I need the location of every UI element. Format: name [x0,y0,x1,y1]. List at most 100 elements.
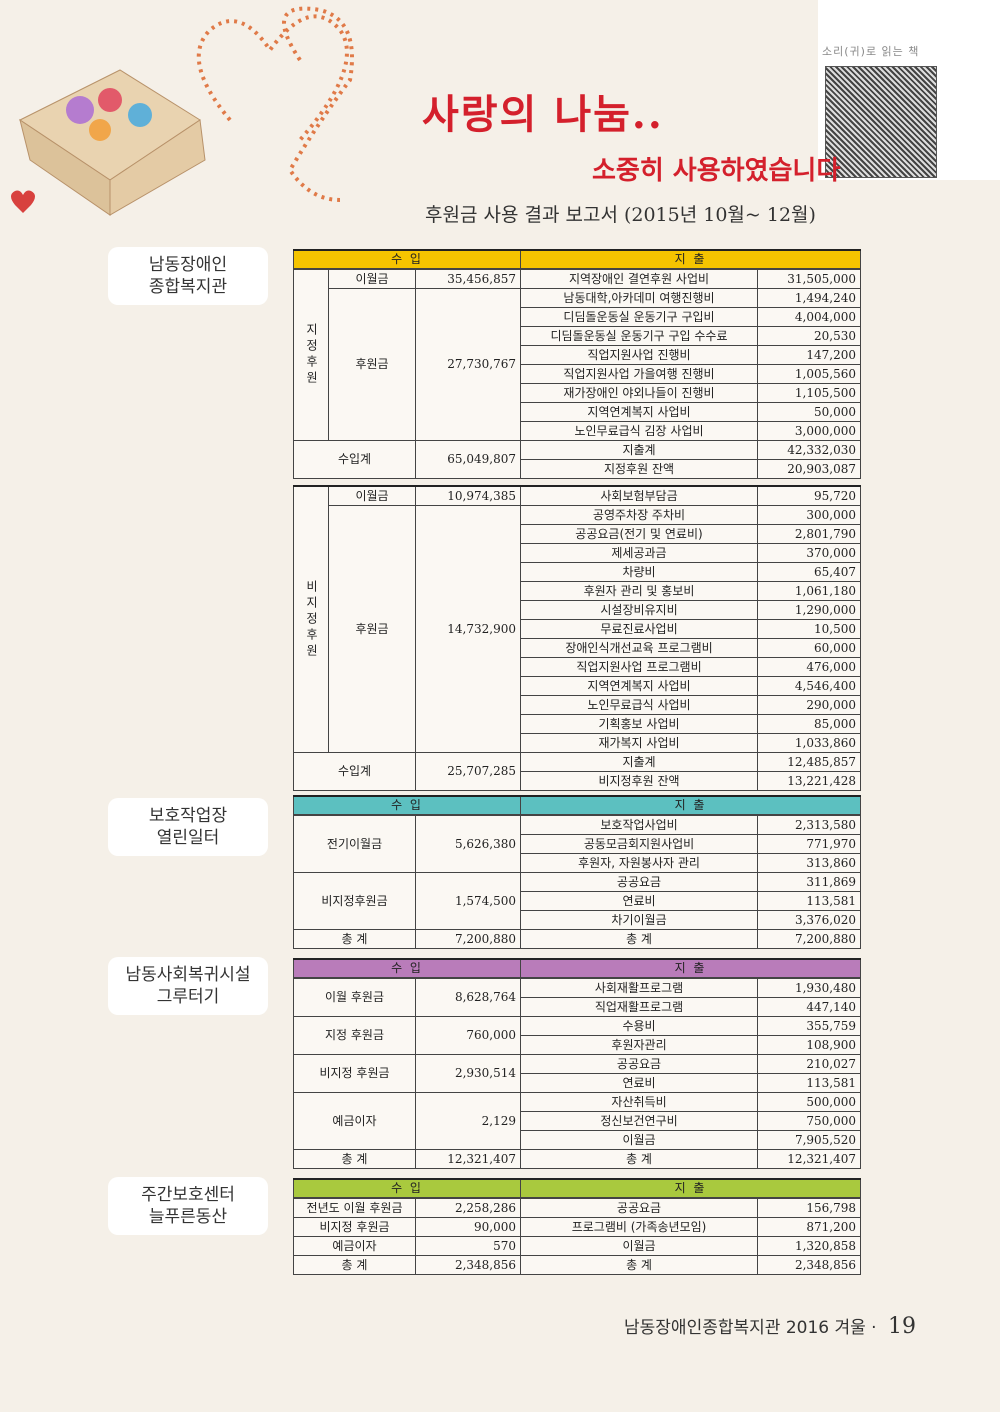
total-row: 총 계 12,321,407 총 계 12,321,407 [292,1149,862,1169]
row: 제세공과금 370,000 [294,543,861,563]
expense-label: 재가장애인 야외나들이 진행비 [520,383,758,403]
expense-amount: 290,000 [757,695,861,715]
expense-label: 직업재활프로그램 [520,997,759,1017]
expense-amount: 50,000 [757,402,861,422]
row: 차기이월금 3,376,020 [294,910,862,930]
expense-amount: 300,000 [757,505,861,525]
expense-amount: 20,903,087 [757,459,861,479]
row: 노인무료급식 사업비 290,000 [294,695,861,715]
section-label-line: 그루터기 [156,987,220,1007]
income-label: 후원금 [328,505,416,753]
income-label: 이월금 [328,269,416,289]
row: 직업지원사업 진행비 147,200 [294,345,861,365]
expense-amount: 31,505,000 [757,269,861,289]
expense-label: 지출계 [520,440,758,460]
expense-amount: 370,000 [757,543,861,563]
income-amount: 2,258,286 [415,1198,522,1218]
income-header: 수 입 [292,1178,522,1198]
row: 디딤돌운동실 운동기구 구입비 4,004,000 [294,307,861,327]
expense-amount: 10,500 [757,619,861,639]
expense-header: 지 출 [520,958,862,978]
expense-amount: 355,759 [757,1016,862,1036]
expense-label: 남동대학,아카데미 여행진행비 [520,288,758,308]
row: 예금이자 570 이월금 1,320,858 [292,1236,862,1256]
expense-label: 직업지원사업 진행비 [520,345,758,365]
section-label: 주간보호센터 늘푸른동산 [108,1177,268,1235]
expense-label: 후원자관리 [520,1035,759,1055]
subtitle: 소중히 사용하였습니다 [592,156,841,186]
expense-label: 공공요금 [520,1198,759,1218]
expense-label: 지정후원 잔액 [520,459,758,479]
income-label: 전년도 이월 후원금 [292,1198,417,1218]
expense-label: 기획홍보 사업비 [520,714,758,734]
income-amount: 27,730,767 [415,288,521,441]
expense-amount: 1,930,480 [757,978,862,998]
expense-label: 이월금 [520,1236,759,1256]
income-header: 수 입 [292,958,522,978]
income-amount: 14,732,900 [415,505,521,753]
total-amount: 7,200,880 [415,929,522,949]
caption: 후원금 사용 결과 보고서 (2015년 10월~ 12월) [425,204,816,226]
expense-amount: 60,000 [757,638,861,658]
expense-amount: 1,290,000 [757,600,861,620]
row: 후원자, 자원봉사자 관리 313,860 [294,853,862,873]
expense-amount: 12,485,857 [757,752,861,772]
expense-header: 지 출 [520,1178,862,1198]
row: 비지정후원 이월금 10,974,385 사회보험부담금 95,720 [293,485,861,753]
expense-amount: 156,798 [757,1198,862,1218]
row: 비지정 후원금 2,930,514 공공요금 210,027 [292,1054,862,1093]
income-label: 후원금 [328,288,416,441]
row: 후원금 14,732,900 공영주차장 주차비 300,000 [294,505,861,753]
expense-amount: 1,061,180 [757,581,861,601]
expense-label: 공공요금 [520,872,759,892]
total-row: 총 계 2,348,856 총 계 2,348,856 [292,1255,862,1275]
expense-label: 총 계 [520,929,759,949]
total-label: 수입계 [293,440,416,479]
income-label: 비지정후원금 [292,872,417,930]
expense-label: 연료비 [520,1073,759,1093]
section-label-line: 종합복지관 [148,277,228,297]
total-amount: 25,707,285 [415,752,521,791]
expense-label: 장애인식개선교육 프로그램비 [520,638,758,658]
page-number: 19 [888,1314,916,1339]
expense-amount: 4,546,400 [757,676,861,696]
expense-label: 보호작업사업비 [520,815,759,835]
income-amount: 2,930,514 [415,1054,522,1093]
expense-label: 프로그램비 (가족송년모임) [520,1217,759,1237]
expense-label: 공공요금 [520,1054,759,1074]
row: 예금이자 2,129 자산취득비 500,000 [292,1092,862,1150]
row: 비지정후원금 1,574,500 공공요금 311,869 [292,872,862,930]
total-row: 총 계 7,200,880 총 계 7,200,880 [292,929,862,949]
expense-label: 차기이월금 [520,910,759,930]
expense-label: 수용비 [520,1016,759,1036]
expense-label: 자산취득비 [520,1092,759,1112]
expense-label: 지역연계복지 사업비 [520,402,758,422]
expense-label: 지역장애인 결연후원 사업비 [520,269,758,289]
row: 전기이월금 5,626,380 보호작업사업비 2,313,580 [292,815,862,873]
section-label-line: 남동장애인 [148,255,228,275]
expense-amount: 42,332,030 [757,440,861,460]
row: 연료비 113,581 [294,1073,862,1093]
income-amount: 760,000 [415,1016,522,1055]
expense-amount: 3,376,020 [757,910,862,930]
expense-amount: 85,000 [757,714,861,734]
income-amount: 1,574,500 [415,872,522,930]
expense-amount: 147,200 [757,345,861,365]
row: 장애인식개선교육 프로그램비 60,000 [294,638,861,658]
expense-amount: 313,860 [757,853,862,873]
row: 비지정 후원금 90,000 프로그램비 (가족송년모임) 871,200 [292,1217,862,1237]
title: 사랑의 나눔.. [422,91,664,138]
expense-label: 디딤돌운동실 운동기구 구입 수수료 [520,326,758,346]
section-label-line: 늘푸른동산 [148,1207,228,1227]
expense-amount: 210,027 [757,1054,862,1074]
expense-label: 공동모금회지원사업비 [520,834,759,854]
expense-amount: 65,407 [757,562,861,582]
expense-amount: 1,320,858 [757,1236,862,1256]
expense-amount: 311,869 [757,872,862,892]
expense-label: 지역연계복지 사업비 [520,676,758,696]
section-label-line: 남동사회복귀시설 [125,965,251,985]
